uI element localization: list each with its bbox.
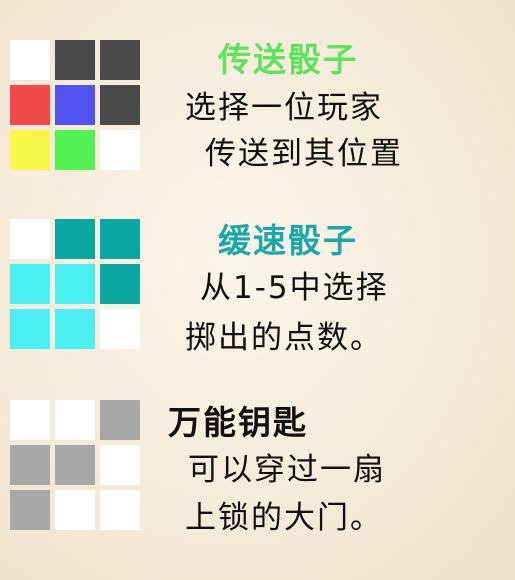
icon-cell xyxy=(100,400,140,440)
icon-cell xyxy=(100,490,140,530)
card-title: 传送骰子 xyxy=(218,40,358,79)
slow-dice-icon xyxy=(10,219,140,349)
master-key-icon xyxy=(10,400,140,530)
icon-cell xyxy=(10,490,50,530)
icon-cell xyxy=(55,219,95,259)
card-description-line: 掷出的点数。 xyxy=(185,320,383,356)
icon-cell xyxy=(10,264,50,304)
icon-cell xyxy=(55,445,95,485)
icon-cell xyxy=(10,309,50,349)
icon-cell xyxy=(55,490,95,530)
icon-cell xyxy=(10,40,50,80)
icon-cell xyxy=(55,309,95,349)
icon-cell xyxy=(100,309,140,349)
teleport-dice-icon xyxy=(10,40,140,170)
icon-cell xyxy=(10,130,50,170)
card-description-line: 可以穿过一扇 xyxy=(188,452,386,488)
icon-cell xyxy=(55,85,95,125)
icon-cell xyxy=(10,400,50,440)
icon-cell xyxy=(55,130,95,170)
card-description-line: 从1-5中选择 xyxy=(200,270,389,306)
icon-cell xyxy=(55,400,95,440)
card-description-line: 选择一位玩家 xyxy=(185,90,383,126)
card-title: 万能钥匙 xyxy=(168,403,308,442)
card-description-line: 上锁的大门。 xyxy=(185,500,383,536)
icon-cell xyxy=(100,130,140,170)
card-title: 缓速骰子 xyxy=(218,221,358,260)
icon-cell xyxy=(100,264,140,304)
card-description-line: 传送到其位置 xyxy=(205,136,403,172)
icon-cell xyxy=(10,85,50,125)
icon-cell xyxy=(55,264,95,304)
icon-cell xyxy=(100,445,140,485)
icon-cell xyxy=(100,219,140,259)
icon-cell xyxy=(100,40,140,80)
icon-cell xyxy=(100,85,140,125)
icon-cell xyxy=(10,219,50,259)
icon-cell xyxy=(55,40,95,80)
icon-cell xyxy=(10,445,50,485)
